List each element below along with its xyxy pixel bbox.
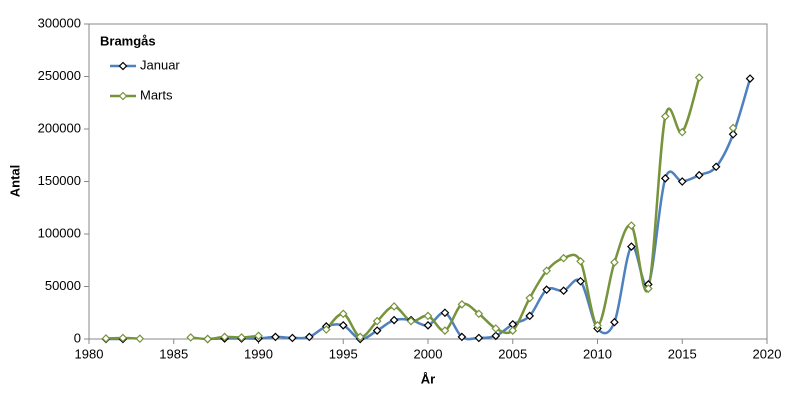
point-marker	[677, 177, 687, 186]
x-tick-label: 1980	[75, 346, 104, 361]
point-marker	[406, 316, 416, 326]
x-tick-label: 2000	[414, 346, 443, 361]
point-marker	[542, 266, 551, 276]
point-marker	[694, 170, 704, 180]
point-marker	[508, 326, 518, 335]
series-line	[105, 78, 752, 341]
point-marker	[372, 326, 382, 335]
point-marker	[457, 332, 467, 342]
y-tick-label: 0	[74, 330, 81, 345]
y-tick-label: 50000	[45, 278, 81, 293]
y-tick-label: 300000	[38, 15, 81, 30]
legend-marker	[118, 61, 128, 71]
point-marker	[627, 221, 636, 230]
series-line	[106, 78, 733, 339]
point-marker	[660, 112, 670, 121]
x-tick-label: 2010	[583, 346, 612, 361]
point-marker	[728, 123, 738, 133]
legend-label: Januar	[140, 57, 180, 72]
point-marker	[440, 308, 450, 318]
point-marker	[677, 127, 687, 137]
point-marker	[288, 333, 297, 343]
point-marker	[372, 316, 382, 326]
point-marker	[474, 309, 484, 319]
point-marker	[728, 129, 738, 139]
y-tick-label: 200000	[38, 120, 81, 135]
point-marker	[610, 317, 619, 327]
point-marker	[593, 321, 602, 330]
point-marker	[203, 334, 212, 344]
x-axis-label: År	[421, 371, 435, 386]
point-marker	[660, 174, 670, 183]
point-marker	[254, 331, 263, 341]
point-marker	[610, 258, 619, 267]
point-marker	[135, 334, 145, 344]
point-marker	[101, 334, 111, 343]
point-marker	[338, 309, 348, 319]
point-marker	[237, 333, 246, 342]
point-marker	[491, 331, 501, 341]
y-tick-label: 100000	[38, 225, 81, 240]
x-tick-label: 2020	[753, 346, 782, 361]
x-tick-label: 2015	[668, 346, 697, 361]
point-marker	[694, 73, 704, 82]
x-tick-label: 1990	[244, 346, 273, 361]
point-marker	[186, 333, 196, 342]
legend-marker	[118, 91, 128, 101]
point-marker	[457, 300, 467, 309]
point-marker	[118, 333, 128, 343]
point-marker	[559, 286, 568, 296]
point-marker	[644, 284, 653, 293]
point-marker	[423, 321, 433, 330]
point-marker	[321, 325, 331, 334]
legend-label: Marts	[140, 87, 173, 102]
point-marker	[711, 162, 721, 172]
point-marker	[542, 285, 551, 294]
point-marker	[576, 256, 585, 266]
point-marker	[440, 326, 450, 335]
point-marker	[389, 302, 399, 311]
x-tick-label: 2005	[498, 346, 527, 361]
point-marker	[305, 332, 314, 342]
point-marker	[559, 253, 568, 263]
legend-title: Bramgås	[100, 33, 156, 48]
y-tick-label: 250000	[38, 68, 81, 83]
x-tick-label: 1985	[159, 346, 188, 361]
point-marker	[525, 311, 535, 321]
point-marker	[271, 332, 280, 342]
point-marker	[220, 332, 229, 342]
point-marker	[338, 321, 348, 330]
y-tick-label: 150000	[38, 173, 81, 188]
point-marker	[525, 293, 535, 303]
point-marker	[745, 74, 755, 83]
point-marker	[474, 333, 484, 343]
point-marker	[423, 311, 433, 321]
point-marker	[627, 242, 636, 251]
point-marker	[389, 315, 399, 325]
point-marker	[355, 332, 365, 342]
point-marker	[576, 276, 585, 286]
x-tick-label: 1995	[329, 346, 358, 361]
point-marker	[491, 324, 501, 333]
y-axis-label: Antal	[7, 165, 22, 198]
